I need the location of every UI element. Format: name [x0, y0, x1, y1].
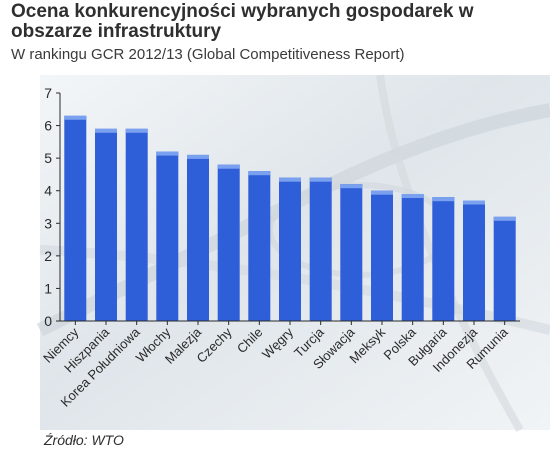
bar-4 [156, 151, 179, 321]
y-tick-label: 7 [44, 85, 52, 101]
y-tick-label: 3 [44, 215, 52, 231]
bar-cap-3 [125, 128, 148, 133]
chart-title: Ocena konkurencyjności wybranych gospoda… [11, 1, 474, 42]
y-tick-label: 6 [44, 118, 52, 134]
bar-5 [187, 154, 209, 321]
bar-cap-14 [463, 200, 485, 205]
bar-2 [95, 128, 117, 321]
bar-14 [463, 200, 485, 321]
bar-cap-15 [493, 216, 516, 221]
bars-group [64, 115, 516, 321]
bar-cap-12 [401, 194, 424, 198]
y-ticks-group: 0 1 2 3 4 5 6 7 [44, 85, 60, 329]
bar-3 [125, 128, 148, 321]
bar-13 [432, 197, 455, 321]
y-tick-label: 1 [44, 280, 52, 296]
bar-cap-6 [217, 164, 240, 169]
bar-1 [64, 115, 87, 321]
bar-11 [371, 190, 393, 321]
bar-cap-9 [309, 177, 332, 182]
bar-10 [340, 184, 363, 321]
y-tick-label: 2 [44, 248, 52, 264]
y-tick-label: 4 [44, 183, 52, 199]
chart-subtitle: W rankingu GCR 2012/13 (Global Competiti… [11, 46, 405, 63]
bar-cap-5 [187, 154, 209, 159]
bar-8 [279, 177, 301, 321]
bar-cap-10 [340, 184, 363, 189]
bar-9 [309, 177, 332, 321]
y-tick-label: 5 [44, 150, 52, 166]
bar-6 [217, 164, 240, 321]
bar-7 [248, 171, 271, 321]
bar-cap-2 [95, 128, 117, 133]
bar-cap-13 [432, 197, 455, 202]
source-note: Źródło: WTO [44, 432, 124, 448]
bar-cap-4 [156, 151, 179, 156]
bar-cap-1 [64, 115, 87, 120]
bar-cap-11 [371, 190, 393, 195]
y-tick-label: 0 [44, 313, 52, 329]
bar-15 [493, 216, 516, 321]
bar-12 [401, 194, 424, 321]
bar-cap-7 [248, 171, 271, 176]
bar-cap-8 [279, 177, 301, 182]
